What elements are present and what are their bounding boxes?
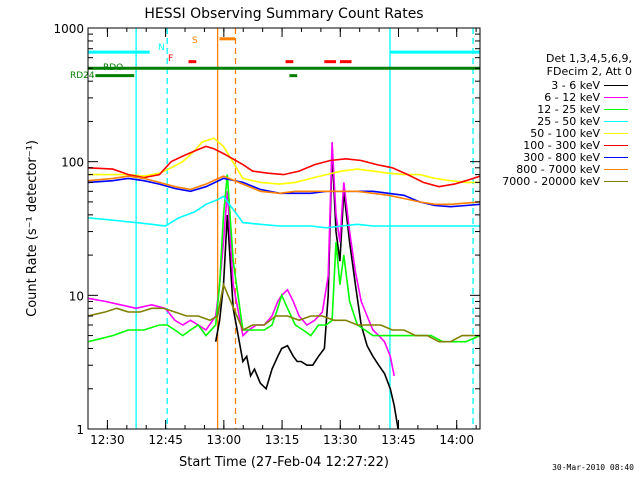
series-line-8	[88, 281, 480, 343]
legend-label: 300 - 800 keV	[523, 151, 600, 164]
legend-entry: 50 - 100 keV	[482, 127, 632, 140]
legend-label: 100 - 300 keV	[523, 139, 600, 152]
legend-entry: 12 - 25 keV	[482, 103, 632, 116]
series-line-7	[88, 175, 480, 206]
legend-entry: 7000 - 20000 keV	[482, 175, 632, 188]
legend-swatch	[604, 121, 628, 122]
y-axis-label: Count Rate (s⁻¹ detector⁻¹)	[25, 140, 40, 317]
x-tick-label-4: 13:30	[323, 433, 358, 447]
legend-header-line-1: Det 1,3,4,5,6,9,	[545, 52, 632, 65]
legend-header-line-2: FDecim 2, Att 0	[546, 65, 632, 78]
legend-swatch	[604, 97, 628, 98]
legend-entry: 800 - 7000 keV	[482, 163, 632, 176]
legend-entry: 25 - 50 keV	[482, 115, 632, 128]
x-tick-label-0: 12:30	[90, 433, 125, 447]
legend-swatch	[604, 169, 628, 170]
flag-label-2: S	[192, 36, 198, 46]
legend-swatch	[604, 85, 628, 86]
legend-label: 50 - 100 keV	[530, 127, 600, 140]
legend-swatch	[604, 181, 628, 182]
legend-swatch	[604, 145, 628, 146]
y-tick-label-1: 10	[69, 289, 84, 303]
legend-label: 800 - 7000 keV	[516, 163, 600, 176]
series-line-1	[88, 142, 395, 376]
x-tick-label-2: 13:00	[207, 433, 242, 447]
legend-swatch	[604, 133, 628, 134]
series-line-0	[214, 151, 399, 429]
flag-label-1: F	[168, 54, 173, 64]
x-tick-label-6: 14:00	[439, 433, 474, 447]
x-axis-label: Start Time (27-Feb-04 12:27:22)	[179, 455, 389, 470]
legend-label: 25 - 50 keV	[537, 115, 600, 128]
legend-entry: 100 - 300 keV	[482, 139, 632, 152]
legend: Det 1,3,4,5,6,9, FDecim 2, Att 0 3 - 6 k…	[482, 52, 632, 188]
plot-frame	[87, 27, 481, 430]
x-tick-label-3: 13:15	[265, 433, 300, 447]
chart-title: HESSI Observing Summary Count Rates	[144, 6, 423, 22]
x-tick-label-5: 13:45	[381, 433, 416, 447]
y-tick-label-0: 1	[76, 423, 84, 437]
timestamp: 30-Mar-2010 08:40	[552, 463, 634, 472]
legend-label: 6 - 12 keV	[544, 91, 600, 104]
legend-entry: 6 - 12 keV	[482, 91, 632, 104]
flag-label-4: RD24	[70, 71, 95, 81]
flag-label-3: RDO	[103, 63, 123, 73]
y-tick-label-2: 100	[61, 156, 84, 170]
legend-swatch	[604, 109, 628, 110]
flag-label-0: N	[158, 43, 165, 53]
x-tick-label-1: 12:45	[148, 433, 183, 447]
legend-label: 12 - 25 keV	[537, 103, 600, 116]
legend-entry: 300 - 800 keV	[482, 151, 632, 164]
legend-entry: 3 - 6 keV	[482, 79, 632, 92]
legend-swatch	[604, 157, 628, 158]
legend-label: 3 - 6 keV	[551, 79, 600, 92]
y-tick-label-3: 1000	[53, 22, 84, 36]
series-line-5	[88, 145, 480, 188]
legend-label: 7000 - 20000 keV	[502, 175, 600, 188]
series-line-3	[88, 195, 480, 229]
